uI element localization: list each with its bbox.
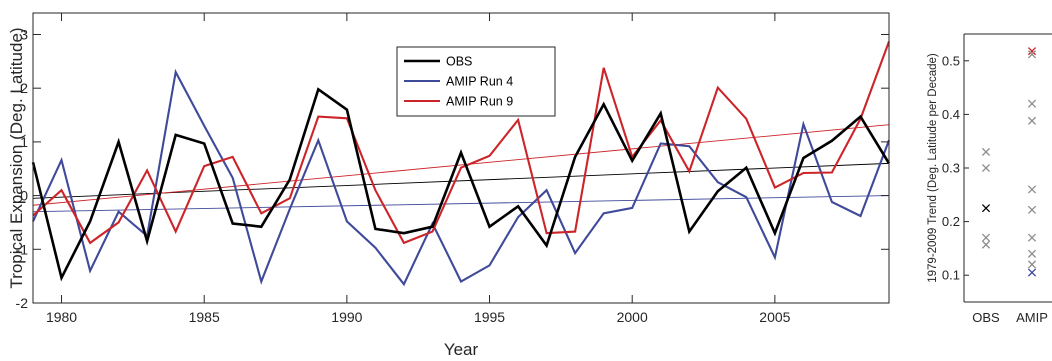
x-tick-label: 1980 [46,309,77,325]
y-tick-label: 2 [20,80,28,96]
series-line-amip-run-4 [32,68,890,287]
y-tick-label: 3 [20,26,28,42]
point-stroke [1027,50,1037,59]
trend-point-amip [1027,249,1037,258]
point-stroke [981,233,991,242]
side-y-tick-label: 0.1 [942,268,960,283]
y-tick-label: 1 [20,134,28,150]
x-tick-label: 1995 [474,309,505,325]
trend-point-amip [1027,99,1037,108]
main-y-ticks: -2 -1 0 1 2 3 [16,26,889,311]
trend-point-obs [981,163,991,173]
trend-line-amip-run-9 [32,124,890,206]
side-points-layer [981,47,1037,277]
x-tick-label: 2000 [617,309,648,325]
point-stroke [981,204,991,213]
series-line-amip-run-9 [32,41,890,245]
side-y-ticks: 0.1 0.2 0.3 0.4 0.5 [942,53,969,283]
x-tick-label: 2005 [759,309,790,325]
side-y-tick-label: 0.2 [942,214,960,229]
point-stroke [1027,260,1037,269]
legend-label-amip-run-9: AMIP Run 9 [446,95,513,109]
side-x-tick-label-amip: AMIP [1016,310,1048,325]
trend-point-amip [1027,233,1037,242]
y-tick-label: -1 [16,241,29,257]
trend-point-amip [1027,47,1037,56]
point-stroke [1027,99,1037,108]
point-stroke [981,147,991,156]
trend-panel: 0.1 0.2 0.3 0.4 0.5 OBS AMIP 1979-2009 Trend … [927,33,1052,325]
time-series-panel: 1980 1985 1990 1995 2000 2005 -2 -1 0 1 2 3 Year T… [7,12,891,359]
trend-point-amip [1027,260,1037,269]
main-x-axis-title: Year [444,340,479,359]
trend-point-amip [1027,116,1037,125]
point-stroke [1027,249,1037,258]
side-y-axis-title: 1979-2009 Trend (Deg. Latitude per Decad… [927,53,939,283]
series-line-obs [31,87,891,282]
side-plot-background [964,34,1052,302]
point-stroke [1027,47,1037,56]
point-stroke [1027,205,1037,214]
main-y-axis-title: Tropical Expansion (Deg. Latitude) [7,27,26,288]
main-x-ticks: 1980 1985 1990 1995 2000 2005 [46,13,791,325]
side-y-tick-label: 0.5 [942,53,960,68]
trend-point-obs [981,233,991,242]
side-x-tick-label-obs: OBS [972,310,1000,325]
trend-point-amip [1027,185,1037,194]
x-tick-label: 1985 [189,309,220,325]
legend: OBS AMIP Run 4 AMIP Run 9 [396,46,556,117]
trend-point-amip [1027,50,1037,59]
x-tick-label: 1990 [331,309,362,325]
side-y-tick-label: 0.3 [942,161,960,176]
point-stroke [1027,116,1037,125]
legend-label-obs: OBS [446,55,472,69]
trend-point-amip [1027,205,1037,214]
main-plot-frame [32,12,890,304]
side-x-ticks: OBS AMIP [972,310,1048,325]
side-y-tick-label: 0.4 [942,107,960,122]
trend-point-amip [1027,268,1037,277]
y-tick-label: 0 [20,188,28,204]
point-stroke [1027,185,1037,194]
trend-point-obs [981,204,991,213]
trend-point-obs [981,240,991,249]
trend-point-obs [981,147,991,156]
point-stroke [981,163,991,173]
point-stroke [981,240,991,249]
point-stroke [1027,268,1037,277]
point-stroke [1027,233,1037,242]
y-tick-label: -2 [16,295,29,311]
main-lines-layer [31,41,891,287]
legend-label-amip-run-4: AMIP Run 4 [446,75,513,89]
